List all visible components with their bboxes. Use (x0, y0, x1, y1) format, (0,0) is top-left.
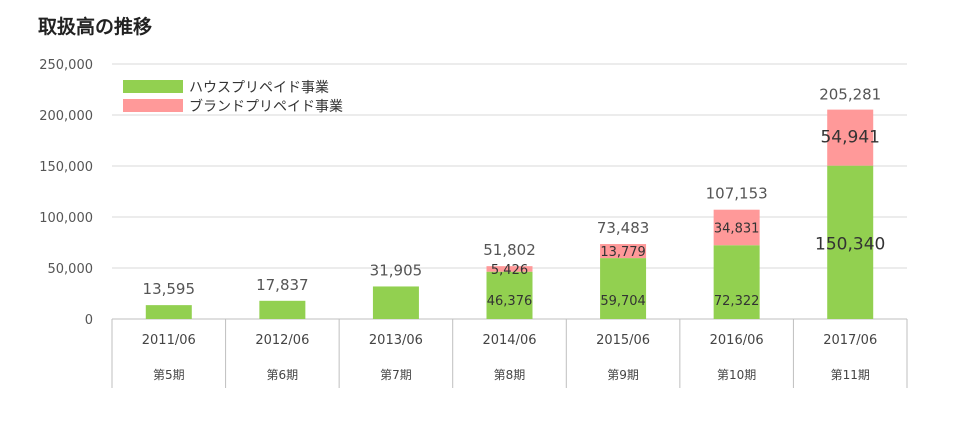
y-tick-label: 150,000 (39, 160, 93, 175)
x-tick-label: 2017/06 (823, 333, 877, 348)
x-tick-label: 2016/06 (710, 333, 764, 348)
bar-house-prepaid (259, 300, 306, 319)
period-label: 第9期 (607, 368, 639, 382)
period-label: 第11期 (831, 368, 870, 382)
x-tick-label: 2012/06 (255, 333, 309, 348)
bar-house-prepaid (145, 305, 192, 319)
data-label-house: 46,376 (487, 294, 533, 309)
data-label-house: 59,704 (600, 294, 646, 309)
bar-brand-prepaid (600, 244, 647, 259)
total-label: 17,837 (256, 276, 309, 294)
x-tick-label: 2014/06 (482, 333, 536, 348)
bar-house-prepaid (486, 271, 533, 319)
y-tick-label: 200,000 (39, 109, 93, 124)
data-label-house: 150,340 (815, 235, 885, 255)
x-tick-label: 2011/06 (142, 333, 196, 348)
data-label-brand: 13,779 (600, 245, 646, 260)
period-label: 第10期 (717, 368, 756, 382)
total-label: 205,281 (819, 86, 881, 104)
chart-title: 取扱高の推移 (38, 16, 153, 38)
bar-brand-prepaid (486, 266, 533, 272)
data-label-brand: 5,426 (491, 263, 528, 278)
legend-label-house: ハウスプリペイド事業 (189, 80, 329, 96)
period-label: 第7期 (380, 368, 412, 382)
data-label-brand: 54,941 (820, 128, 879, 148)
legend-label-brand: ブランドプリペイド事業 (189, 98, 343, 115)
total-label: 73,483 (597, 219, 650, 237)
data-label-house: 72,322 (714, 294, 760, 309)
period-label: 第5期 (153, 368, 185, 382)
total-label: 107,153 (706, 185, 768, 203)
total-label: 13,595 (143, 280, 196, 298)
bar-brand-prepaid (713, 209, 760, 246)
bar-house-prepaid (827, 165, 874, 319)
legend-swatch-brand (123, 99, 183, 112)
bar-house-prepaid (372, 286, 419, 319)
data-label-brand: 34,831 (714, 221, 760, 236)
legend-swatch-house (123, 80, 183, 93)
total-label: 31,905 (370, 261, 423, 279)
total-label: 51,802 (483, 241, 536, 259)
bar-house-prepaid (713, 245, 760, 319)
period-label: 第6期 (267, 368, 299, 382)
y-tick-label: 100,000 (39, 211, 93, 226)
bar-house-prepaid (600, 258, 647, 319)
y-tick-label: 250,000 (39, 58, 93, 73)
x-tick-label: 2015/06 (596, 333, 650, 348)
y-tick-label: 50,000 (48, 262, 94, 277)
period-label: 第8期 (494, 368, 526, 382)
y-tick-label: 0 (85, 313, 93, 328)
x-tick-label: 2013/06 (369, 333, 423, 348)
bar-brand-prepaid (827, 109, 874, 166)
